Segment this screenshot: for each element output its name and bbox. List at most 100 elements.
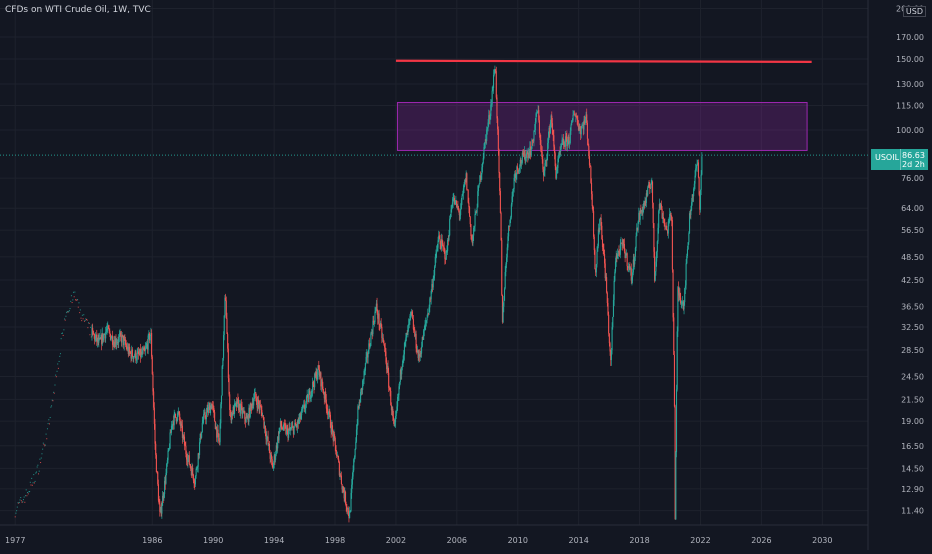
y-tick-label: 42.50 [901,276,924,285]
candle-body [553,146,556,154]
candle-body [454,200,456,205]
candle-body [650,183,652,189]
candle-body [299,413,301,420]
candle-body [656,241,658,252]
candle-body [551,115,553,124]
candle-body [273,455,275,463]
candle-body [700,174,702,190]
candle-body [484,142,486,148]
candle-body [665,225,667,230]
candle-body [371,331,373,334]
candle-body [625,255,627,258]
candle-body [623,243,625,252]
candle-body [575,115,578,118]
candle-body [554,153,556,167]
x-tick-label: 1990 [203,536,223,545]
candle-body [572,114,574,121]
candle-body [138,351,140,355]
candle-body [536,112,538,114]
candle-body [227,333,229,349]
candle-dot [41,453,43,455]
candle-body [552,134,554,136]
candle-body [628,265,630,268]
candle-body [326,408,328,410]
candle-body [361,388,363,390]
candle-body [404,341,406,344]
candle-body [412,318,414,330]
candle-body [432,277,434,288]
candle-body [590,182,593,195]
candle-body [180,423,182,426]
candle-body [687,242,689,250]
candle-body [664,222,666,227]
candle-body [549,127,551,134]
candle-body [199,433,201,443]
currency-label[interactable]: USD [902,6,926,17]
candle-body [639,210,641,220]
candle-body [162,495,164,499]
candle-body [183,436,186,446]
candle-body [515,173,517,179]
candle-body [522,152,524,154]
candle-body [115,338,117,345]
candle-body [139,349,141,355]
candle-body [540,149,543,152]
candle-body [553,135,555,147]
candle-body [283,423,285,430]
candle-body [371,331,373,335]
candle-body [525,153,527,158]
candle-body [349,511,351,513]
candle-body [516,166,518,174]
candle-body [134,351,136,357]
candle-dot [85,318,87,320]
candle-body [287,428,289,438]
candle-dot [55,376,57,378]
candle-body [362,380,364,390]
candle-body [133,356,136,358]
candle-body [167,450,169,461]
candle-dot [21,501,23,503]
candle-body [690,210,692,215]
candle-body [528,152,530,157]
candle-body [463,185,465,189]
candle-body [246,415,249,419]
candle-body [174,413,176,415]
candle-body [384,347,386,352]
candle-body [117,342,119,343]
candle-body [373,321,375,323]
candle-body [617,254,619,259]
candle-body [151,356,153,375]
candle-body [130,352,132,359]
candle-body [164,480,166,494]
candle-body [219,423,221,443]
y-tick-label: 48.50 [901,253,924,262]
candle-dot [44,445,46,447]
candle-body [611,327,613,351]
candle-body [148,333,151,341]
candle-body [693,188,695,197]
candle-body [127,347,129,354]
candle-body [593,236,595,251]
candle-body [154,423,156,444]
candle-body [518,170,520,172]
candle-body [195,468,197,477]
candle-body [177,411,179,413]
candle-body [297,420,299,424]
candle-body [441,239,443,243]
candle-body [434,266,436,276]
candle-body [458,207,460,211]
candle-dot [62,334,64,336]
candle-body [388,372,390,388]
candle-body [532,139,534,141]
candle-body [643,203,645,209]
candle-body [343,492,345,499]
candle-body [568,136,570,144]
candle-body [150,333,152,336]
candle-body [613,280,615,300]
candle-body [624,251,626,258]
candle-body [466,189,469,191]
candle-body [228,378,230,395]
candle-body [283,423,286,425]
